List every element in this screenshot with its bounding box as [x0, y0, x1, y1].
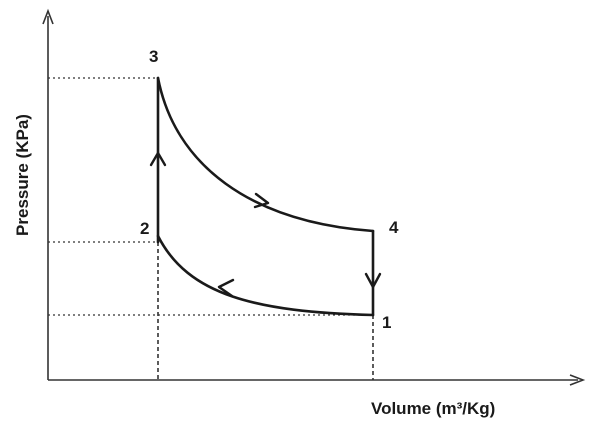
- arrow-down-icon: [364, 272, 382, 289]
- cycle: [156, 76, 375, 317]
- direction-arrows: [149, 151, 382, 298]
- process-1-2: [156, 234, 375, 317]
- process-3-4: [156, 76, 375, 233]
- x-axis-arrow-icon: [569, 374, 586, 386]
- x-axis-label: Volume (m³/Kg): [371, 399, 495, 418]
- state-label-1: 1: [382, 313, 391, 332]
- guide-lines: [48, 77, 374, 380]
- state-label-4: 4: [389, 218, 399, 237]
- state-label-2: 2: [140, 219, 149, 238]
- state-labels: 3 2 4 1: [140, 47, 399, 332]
- y-axis-label: Pressure (KPa): [13, 114, 32, 236]
- arrow-up-icon: [149, 151, 167, 167]
- state-label-3: 3: [149, 47, 158, 66]
- axes: [42, 8, 586, 386]
- arrow-right-icon: [253, 192, 270, 209]
- y-axis-arrow-icon: [42, 8, 54, 25]
- arrow-left-icon: [217, 278, 235, 298]
